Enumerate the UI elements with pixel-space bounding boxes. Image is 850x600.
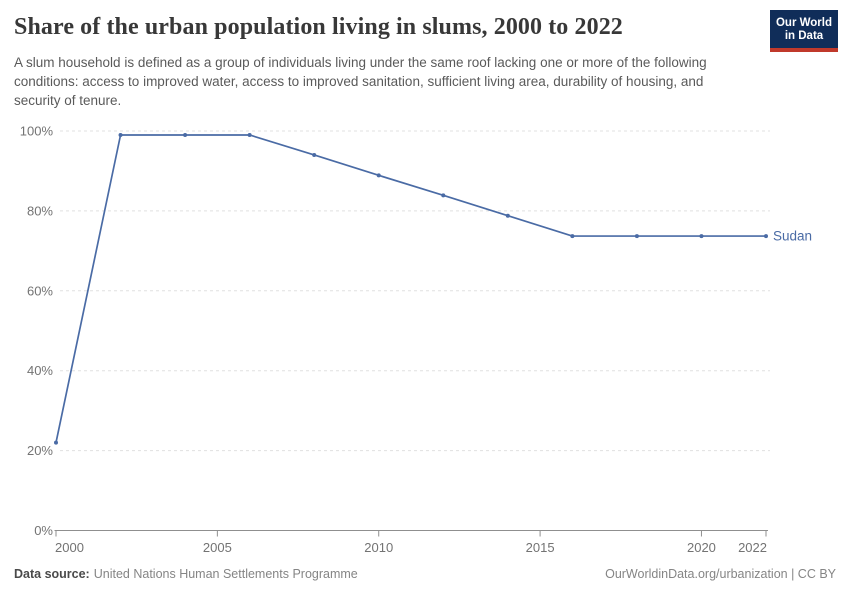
- owid-logo-line1: Our World: [775, 17, 832, 29]
- x-tick-label: 2015: [526, 540, 555, 555]
- series-line[interactable]: [55, 134, 767, 444]
- y-tick-label: 60%: [27, 283, 53, 298]
- owid-logo[interactable]: Our World in Data: [770, 10, 838, 52]
- chart-footer: Data source: United Nations Human Settlem…: [14, 567, 836, 581]
- data-point[interactable]: [505, 213, 510, 218]
- data-point[interactable]: [699, 234, 704, 239]
- data-source: Data source: United Nations Human Settlem…: [14, 567, 358, 581]
- data-point[interactable]: [376, 173, 381, 178]
- data-point[interactable]: [764, 234, 768, 239]
- x-tick-label: 2022: [738, 540, 767, 555]
- data-source-label: Data source:: [14, 567, 90, 581]
- y-tick-label: 100%: [20, 124, 54, 139]
- data-point[interactable]: [634, 234, 639, 239]
- y-tick-label: 80%: [27, 203, 53, 218]
- y-tick-label: 0%: [34, 523, 53, 538]
- data-point[interactable]: [312, 152, 317, 157]
- x-tick-label: 2000: [55, 540, 84, 555]
- series-end-label[interactable]: Sudan: [773, 229, 812, 244]
- y-tick-label: 20%: [27, 443, 53, 458]
- y-tick-label: 40%: [27, 363, 53, 378]
- data-point[interactable]: [183, 132, 188, 137]
- x-tick-label: 2010: [364, 540, 393, 555]
- x-tick-label: 2020: [687, 540, 716, 555]
- x-tick-label: 2005: [203, 540, 232, 555]
- chart-subtitle: A slum household is defined as a group o…: [14, 55, 707, 108]
- line-chart: 0% 20% 40% 60% 80% 100% 2000 2005 2010 2015 2020 20…: [20, 124, 812, 556]
- attribution-link[interactable]: OurWorldinData.org/urbanization | CC BY: [605, 567, 836, 581]
- data-point[interactable]: [118, 132, 123, 137]
- data-point[interactable]: [570, 234, 575, 239]
- chart-title: Share of the urban population living in …: [14, 14, 623, 40]
- data-point[interactable]: [247, 132, 252, 137]
- data-point[interactable]: [54, 440, 58, 445]
- owid-logo-line2: in Data: [784, 30, 824, 42]
- data-point[interactable]: [441, 193, 446, 198]
- data-source-value: United Nations Human Settlements Program…: [93, 567, 358, 581]
